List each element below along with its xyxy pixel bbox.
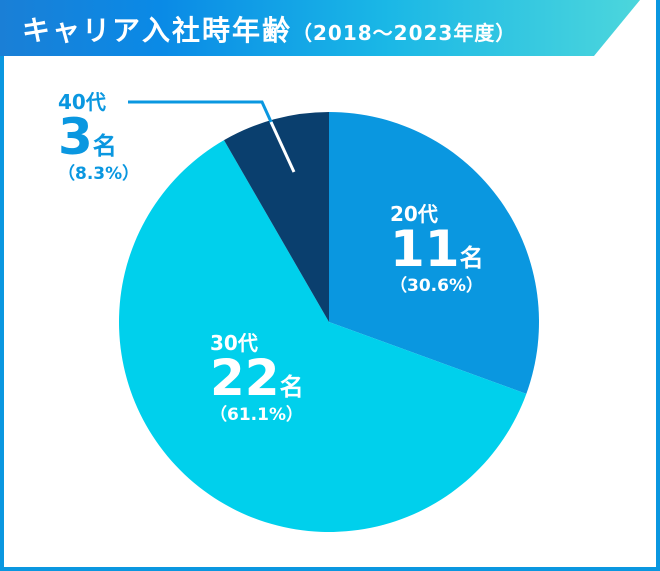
title-banner [0,0,640,56]
slice-percent: （30.6%） [390,276,483,296]
slice-value: 22 [210,349,280,407]
chart-title: キャリア入社時年齢（2018〜2023年度） [22,9,516,49]
pie-slice-2 [224,112,329,322]
slice-unit: 名 [459,244,484,272]
pie-slice-0 [329,112,539,394]
slice-percent: （61.1%） [210,405,303,425]
pie-slice-1 [119,140,527,533]
slice-unit: 名 [279,373,304,401]
slice-label: 30代 [210,331,258,355]
label-30s: 30代 22名 （61.1%） [210,333,304,424]
slice-label: 20代 [390,202,438,226]
subtitle-text: （2018〜2023年度） [292,21,517,45]
slice-value: 11 [390,220,460,278]
slice-percent: （8.3%） [58,164,140,184]
leader-line-inner [269,121,296,173]
leader-line [128,100,274,125]
slice-value: 3 [58,108,93,166]
slice-label: 40代 [58,90,106,114]
label-20s: 20代 11名 （30.6%） [390,204,484,295]
title-text: キャリア入社時年齢 [22,14,293,47]
label-40s: 40代 3名 （8.3%） [58,92,139,183]
slice-unit: 名 [92,132,117,160]
